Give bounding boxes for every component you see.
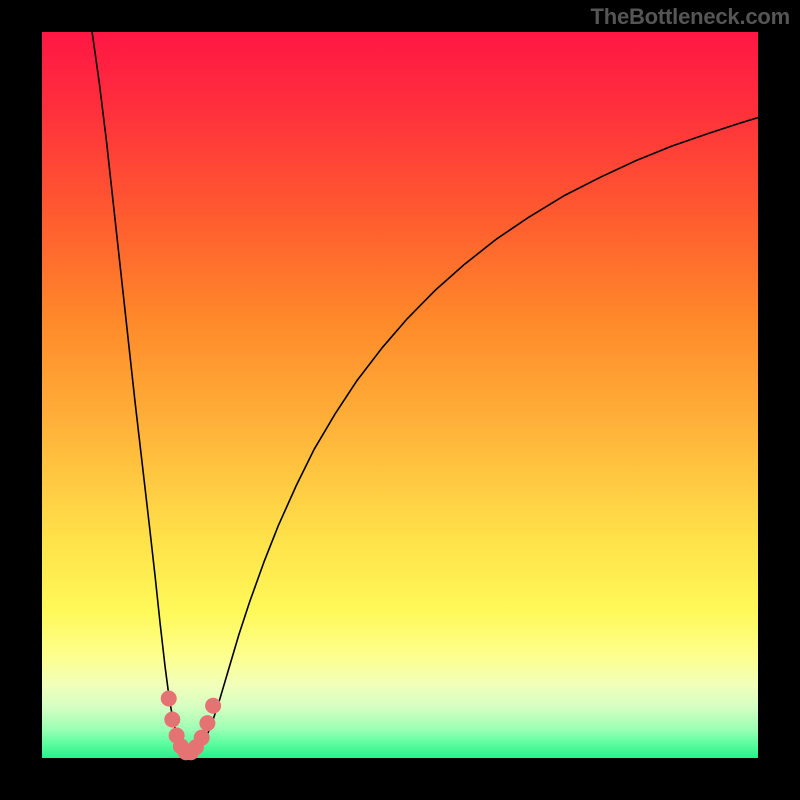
- watermark-text: TheBottleneck.com: [590, 4, 790, 30]
- curve-marker: [161, 690, 177, 706]
- bottleneck-chart: [0, 0, 800, 800]
- curve-marker: [164, 712, 180, 728]
- curve-marker: [199, 715, 215, 731]
- curve-marker: [194, 730, 210, 746]
- plot-background: [42, 32, 758, 758]
- curve-marker: [205, 698, 221, 714]
